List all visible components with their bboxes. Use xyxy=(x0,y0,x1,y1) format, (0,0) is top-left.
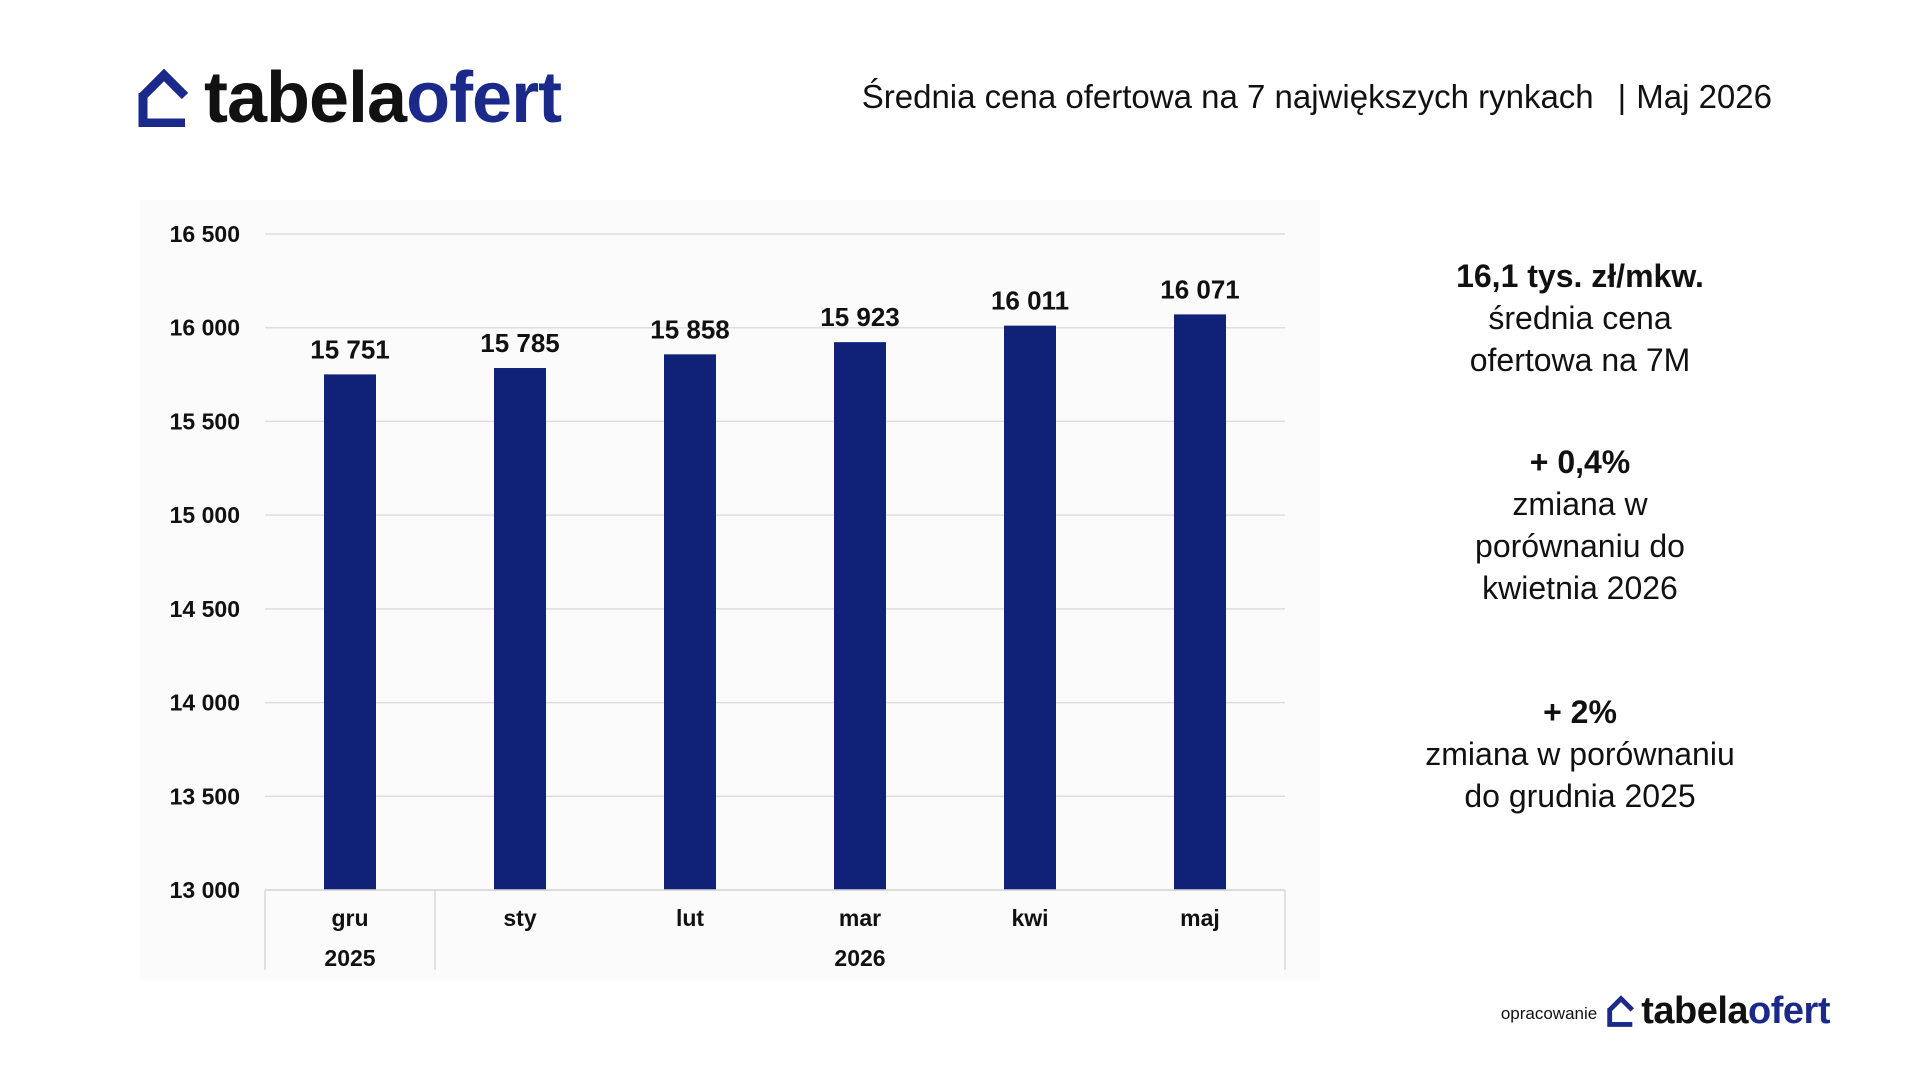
data-label: 15 923 xyxy=(820,302,900,332)
data-label: 15 785 xyxy=(480,328,560,358)
bar xyxy=(1174,314,1226,890)
title-text: Średnia cena ofertowa na 7 największych … xyxy=(861,78,1594,115)
x-tick-label: mar xyxy=(839,905,881,931)
stat-caption-line: średnia cena xyxy=(1488,300,1672,336)
footer-credit: opracowanie tabelaofert xyxy=(1500,992,1831,1030)
stat-period-change: + 2% zmiana w porównaniu do grudnia 2025 xyxy=(1380,691,1780,817)
y-tick-label: 16 000 xyxy=(170,315,240,341)
bar xyxy=(324,374,376,890)
footer-label: opracowanie xyxy=(1500,1004,1598,1023)
stat-caption-line: zmiana w xyxy=(1512,486,1648,522)
house-icon xyxy=(138,69,189,127)
stat-caption-line: do grudnia 2025 xyxy=(1464,778,1696,814)
stat-caption-line: kwietnia 2026 xyxy=(1482,570,1678,606)
bar xyxy=(664,354,716,890)
bar xyxy=(494,368,546,890)
y-tick-label: 15 000 xyxy=(170,502,240,528)
y-tick-label: 14 500 xyxy=(170,596,240,622)
x-tick-label: sty xyxy=(503,905,536,931)
logo-text-ofert: ofert xyxy=(406,58,562,138)
house-icon xyxy=(1607,995,1635,1027)
stat-value: + 2% xyxy=(1543,694,1617,730)
x-tick-label: kwi xyxy=(1011,905,1048,931)
bar xyxy=(834,342,886,890)
bar xyxy=(1004,325,1056,890)
stat-caption-line: zmiana w porównaniu xyxy=(1425,736,1735,772)
stat-caption-line: ofertowa na 7M xyxy=(1469,342,1691,378)
year-group-label: 2025 xyxy=(324,945,375,971)
brand-logo: tabelaofert xyxy=(138,62,562,134)
footer-logo-text-ofert: ofert xyxy=(1748,990,1830,1032)
title-period: Maj 2026 xyxy=(1636,78,1772,115)
data-label: 16 071 xyxy=(1160,274,1240,304)
y-tick-label: 15 500 xyxy=(170,408,240,434)
data-label: 16 011 xyxy=(991,286,1069,316)
y-tick-label: 14 000 xyxy=(170,690,240,716)
x-tick-label: lut xyxy=(676,905,704,931)
logo-text-tabela: tabela xyxy=(204,58,407,138)
x-tick-label: maj xyxy=(1180,905,1220,931)
stat-value: + 0,4% xyxy=(1529,444,1631,480)
x-tick-label: gru xyxy=(331,905,368,931)
title-separator: | xyxy=(1617,78,1627,115)
bar-chart: 13 000 13 500 14 000 14 500 15 000 15 500 16 0… xyxy=(170,221,1286,971)
year-group-label: 2026 xyxy=(834,945,885,971)
stat-monthly-change: + 0,4% zmiana w porównaniu do kwietnia 2… xyxy=(1380,441,1780,609)
y-tick-label: 13 500 xyxy=(170,783,240,809)
data-label: 15 751 xyxy=(310,334,390,364)
footer-logo-text-tabela: tabela xyxy=(1641,990,1749,1032)
data-label: 15 858 xyxy=(650,314,730,344)
footer-logo: tabelaofert xyxy=(1607,992,1830,1030)
y-tick-label: 16 500 xyxy=(170,221,240,247)
stat-average-price: 16,1 tys. zł/mkw. średnia cena ofertowa … xyxy=(1380,255,1780,381)
y-tick-label: 13 000 xyxy=(170,877,240,903)
stat-value: 16,1 tys. zł/mkw. xyxy=(1456,258,1704,294)
stat-caption-line: porównaniu do xyxy=(1475,528,1685,564)
page-title: Średnia cena ofertowa na 7 największych … xyxy=(862,78,1772,116)
